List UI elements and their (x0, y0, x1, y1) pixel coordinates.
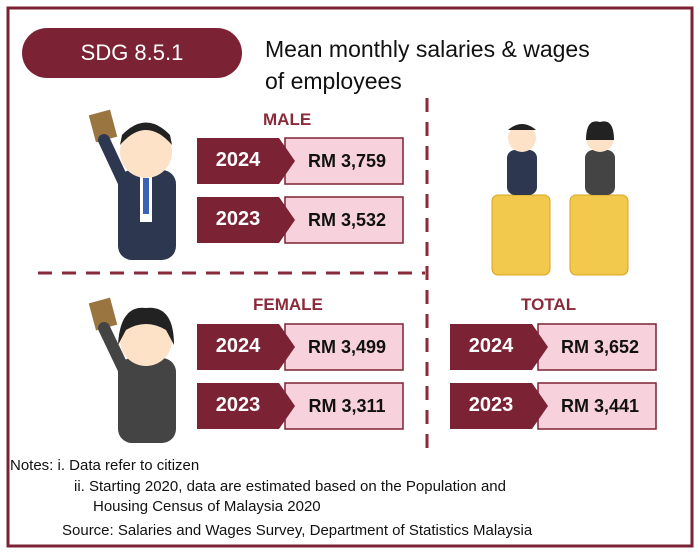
total-illustration (491, 121, 629, 276)
value-box (284, 323, 404, 371)
female-illustration (88, 297, 176, 443)
year: 2024 (215, 335, 261, 357)
section-label: MALE (263, 110, 312, 129)
value: RM 3,532 (307, 210, 387, 230)
value-box (537, 323, 657, 371)
note: ii. Starting 2020, data are estimated ba… (74, 478, 506, 495)
year: 2024 (468, 335, 514, 357)
year: 2023 (215, 208, 261, 230)
badge: SDG 8.5.1 (80, 40, 184, 65)
note: Housing Census of Malaysia 2020 (93, 498, 321, 515)
year-arrow (450, 383, 548, 429)
year: 2023 (215, 394, 261, 416)
source: Source: Salaries and Wages Survey, Depar… (62, 522, 533, 539)
frame (6, 6, 694, 548)
year-arrow (450, 324, 548, 370)
value: RM 3,441 (560, 396, 640, 416)
value-box (537, 382, 657, 430)
title-line: Mean monthly salaries & wages (265, 36, 590, 62)
title-line: of employees (265, 68, 402, 94)
value: RM 3,759 (307, 151, 387, 171)
value: RM 3,499 (307, 337, 387, 357)
note: Notes: i. Data refer to citizen (10, 457, 200, 474)
year-arrow (197, 138, 295, 184)
value: RM 3,652 (560, 337, 640, 357)
value-box (284, 382, 404, 430)
year-arrow (197, 324, 295, 370)
year: 2023 (468, 394, 514, 416)
male-illustration (88, 109, 176, 260)
badge-bg (22, 28, 242, 78)
value-box (284, 137, 404, 185)
year-arrow (197, 383, 295, 429)
year-arrow (197, 197, 295, 243)
year: 2024 (215, 149, 261, 171)
section-label: TOTAL (521, 295, 577, 314)
value: RM 3,311 (308, 396, 386, 416)
section-label: FEMALE (253, 295, 323, 314)
